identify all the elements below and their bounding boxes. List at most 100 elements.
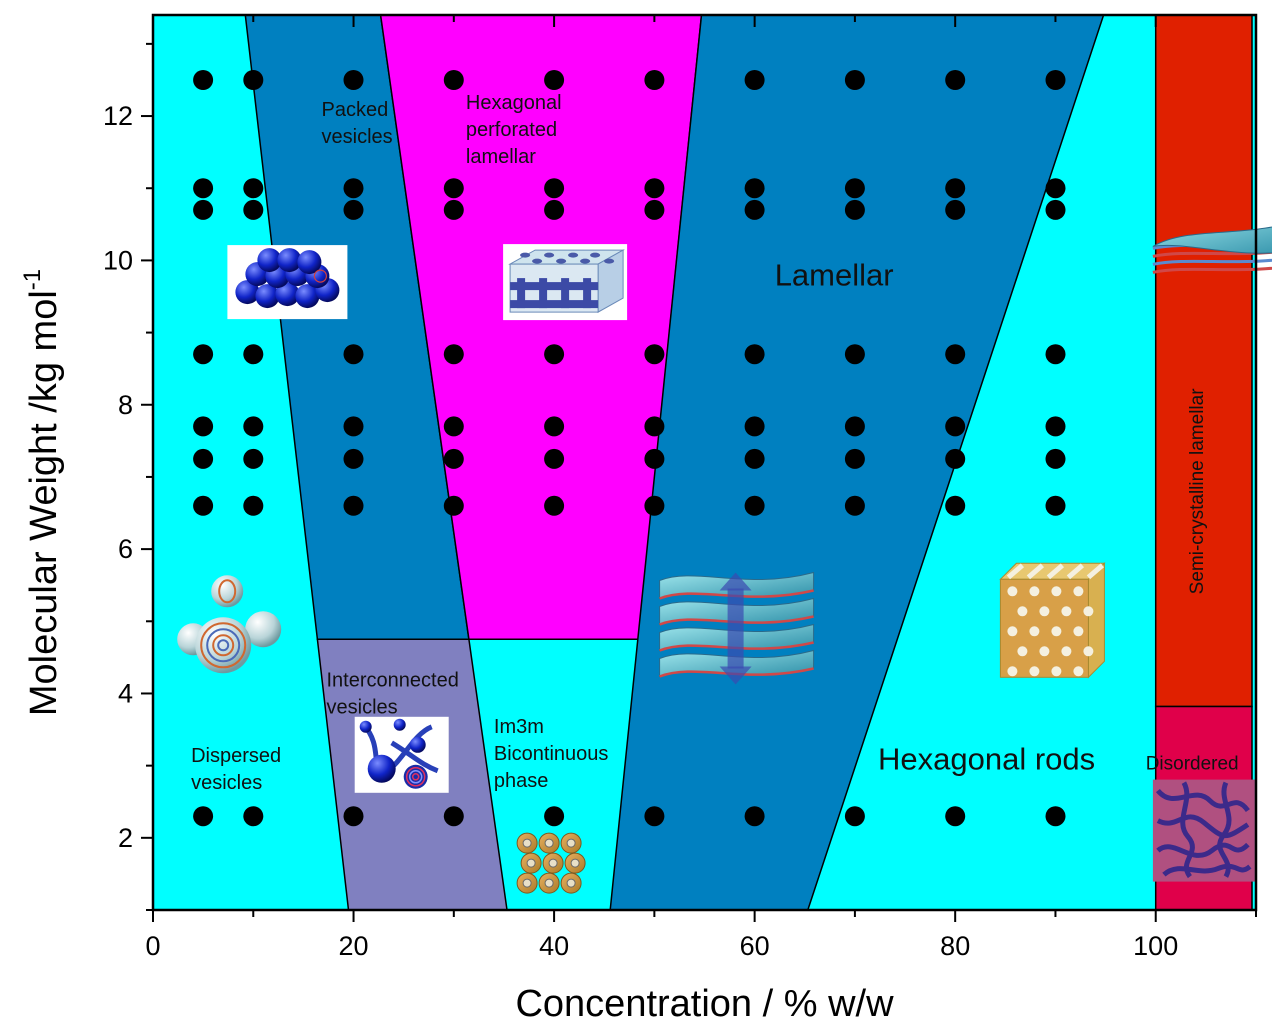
data-point (844, 448, 865, 469)
data-point (544, 178, 565, 199)
x-tick-label: 0 (145, 931, 160, 961)
data-point (193, 70, 214, 90)
data-point (443, 495, 464, 516)
data-point (443, 416, 464, 437)
data-point (644, 806, 665, 827)
data-point (644, 495, 665, 516)
y-tick-label: 12 (103, 101, 133, 131)
data-point (945, 448, 966, 469)
data-point (945, 416, 966, 437)
data-point (343, 416, 364, 437)
region-label: perforated (466, 119, 557, 141)
x-tick-label: 40 (539, 931, 569, 961)
packed-vesicles-icon (227, 245, 348, 320)
data-point (1045, 70, 1066, 90)
data-point (193, 806, 214, 827)
data-point (243, 495, 264, 516)
y-tick-label: 2 (118, 823, 133, 853)
data-point (644, 70, 665, 90)
data-point (193, 344, 214, 365)
data-point (644, 416, 665, 437)
region-label: Hexagonal (466, 92, 562, 114)
data-point (544, 199, 565, 220)
data-point (1045, 448, 1066, 469)
data-point (343, 344, 364, 365)
perforated-lamellar-icon (503, 244, 628, 321)
axes-frame (151, 13, 1258, 912)
data-point (343, 199, 364, 220)
region-label-vertical: Semi-crystalline lamellar (1187, 388, 1208, 595)
data-point (1045, 178, 1066, 199)
data-point (945, 178, 966, 199)
x-axis-title: Concentration / % w/w (515, 983, 894, 1024)
data-point (443, 806, 464, 827)
y-tick-label: 4 (118, 679, 133, 709)
data-point (193, 495, 214, 516)
data-point (644, 199, 665, 220)
lamellar-stack-icon (659, 571, 815, 685)
data-point (443, 199, 464, 220)
data-point (1045, 199, 1066, 220)
y-tick-label: 6 (118, 534, 133, 564)
data-point (744, 344, 765, 365)
data-point (844, 199, 865, 220)
data-point (844, 495, 865, 516)
data-point (243, 199, 264, 220)
data-point (193, 416, 214, 437)
data-point (744, 199, 765, 220)
data-point (644, 448, 665, 469)
region-label: vesicles (327, 696, 398, 718)
x-tick-label: 80 (940, 931, 970, 961)
data-point (443, 178, 464, 199)
data-point (744, 70, 765, 90)
data-point (1045, 495, 1066, 516)
bicontinuous-cube-icon (516, 832, 586, 894)
data-point (644, 178, 665, 199)
data-point (443, 70, 464, 90)
data-point (243, 344, 264, 365)
data-point (945, 495, 966, 516)
data-point (644, 344, 665, 365)
data-point (343, 178, 364, 199)
region-label: Dispersed (191, 745, 281, 767)
data-point (744, 178, 765, 199)
data-point (193, 199, 214, 220)
data-point (343, 495, 364, 516)
x-tick-label: 60 (740, 931, 770, 961)
data-point (945, 344, 966, 365)
region-label: Bicontinuous (494, 743, 609, 765)
x-tick-label: 20 (338, 931, 368, 961)
data-point (544, 344, 565, 365)
data-point (1045, 344, 1066, 365)
data-point (844, 416, 865, 437)
data-point (443, 448, 464, 469)
data-point (544, 448, 565, 469)
data-point (544, 806, 565, 827)
data-point (243, 806, 264, 827)
disordered-pattern-icon (1152, 779, 1255, 882)
y-tick-label: 10 (103, 245, 133, 275)
data-point (193, 448, 214, 469)
region-label: vesicles (322, 126, 393, 148)
y-tick-label: 8 (118, 390, 133, 420)
data-point (844, 70, 865, 90)
region-label: phase (494, 770, 549, 792)
data-point (243, 448, 264, 469)
data-point (945, 70, 966, 90)
data-point (544, 70, 565, 90)
data-point (844, 806, 865, 827)
data-point (945, 199, 966, 220)
data-point (243, 178, 264, 199)
data-point (744, 806, 765, 827)
y-axis-title: Molecular Weight /kg mol-1 (19, 269, 65, 716)
data-point (844, 178, 865, 199)
semicrystalline-sheets-icon (1152, 226, 1272, 274)
data-point (243, 70, 264, 90)
region-label: Disordered (1146, 753, 1239, 774)
data-point (343, 448, 364, 469)
interconnected-vesicles-icon (354, 716, 449, 793)
data-point (443, 344, 464, 365)
x-tick-label: 100 (1133, 931, 1178, 961)
data-point (945, 806, 966, 827)
